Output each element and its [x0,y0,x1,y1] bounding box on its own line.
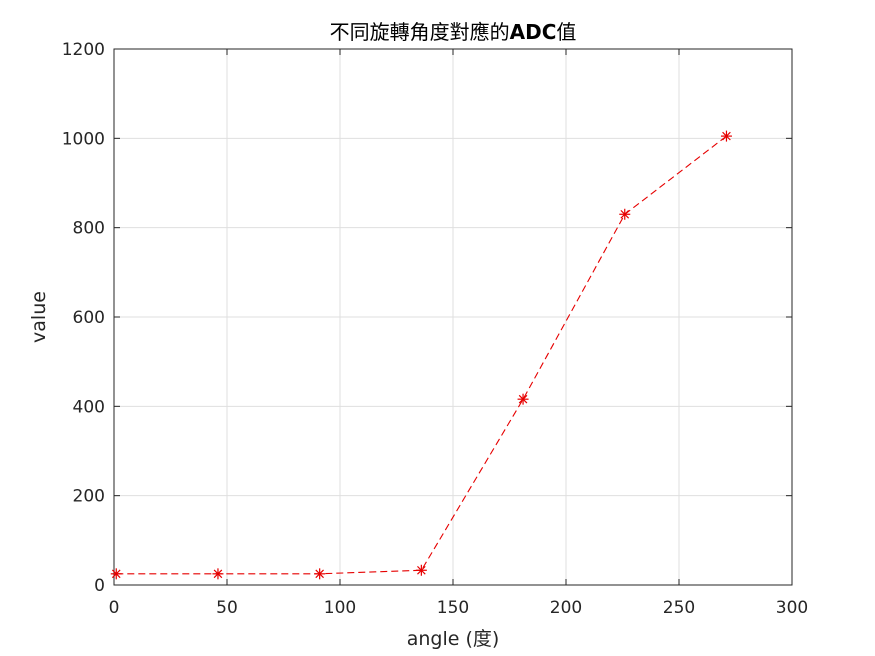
y-tick-label: 1000 [62,129,105,149]
data-point-marker [720,130,732,142]
x-tick-label: 150 [437,598,469,618]
data-point-marker [415,564,427,576]
x-tick-label: 300 [776,598,808,618]
data-point-marker [619,208,631,220]
ticks: 0 50 100 150 200 250 300 0 200 400 600 800 1000 1200 [62,40,808,618]
x-axis-label: angle (度) [407,628,500,650]
data-point-marker [517,393,529,405]
data-point-marker [110,568,122,580]
chart-title: 不同旋轉角度對應的ADC值 [330,20,577,44]
data-point-marker [212,568,224,580]
y-axis-label: value [28,291,50,343]
x-tick-label: 100 [324,598,356,618]
y-tick-label: 0 [94,576,105,596]
data-point-marker [314,568,326,580]
x-tick-label: 0 [109,598,120,618]
y-tick-label: 200 [73,487,105,507]
x-tick-label: 250 [663,598,695,618]
y-tick-label: 800 [73,219,105,239]
y-tick-label: 400 [73,397,105,417]
y-tick-label: 1200 [62,40,105,60]
chart-title-suffix: 值 [556,20,576,44]
chart-title-prefix: 不同旋轉角度對應的 [330,20,510,44]
x-tick-label: 200 [550,598,582,618]
chart-title-bold: ADC [510,20,557,44]
y-tick-label: 600 [73,308,105,328]
series-layer [110,130,732,580]
x-tick-label: 50 [216,598,238,618]
